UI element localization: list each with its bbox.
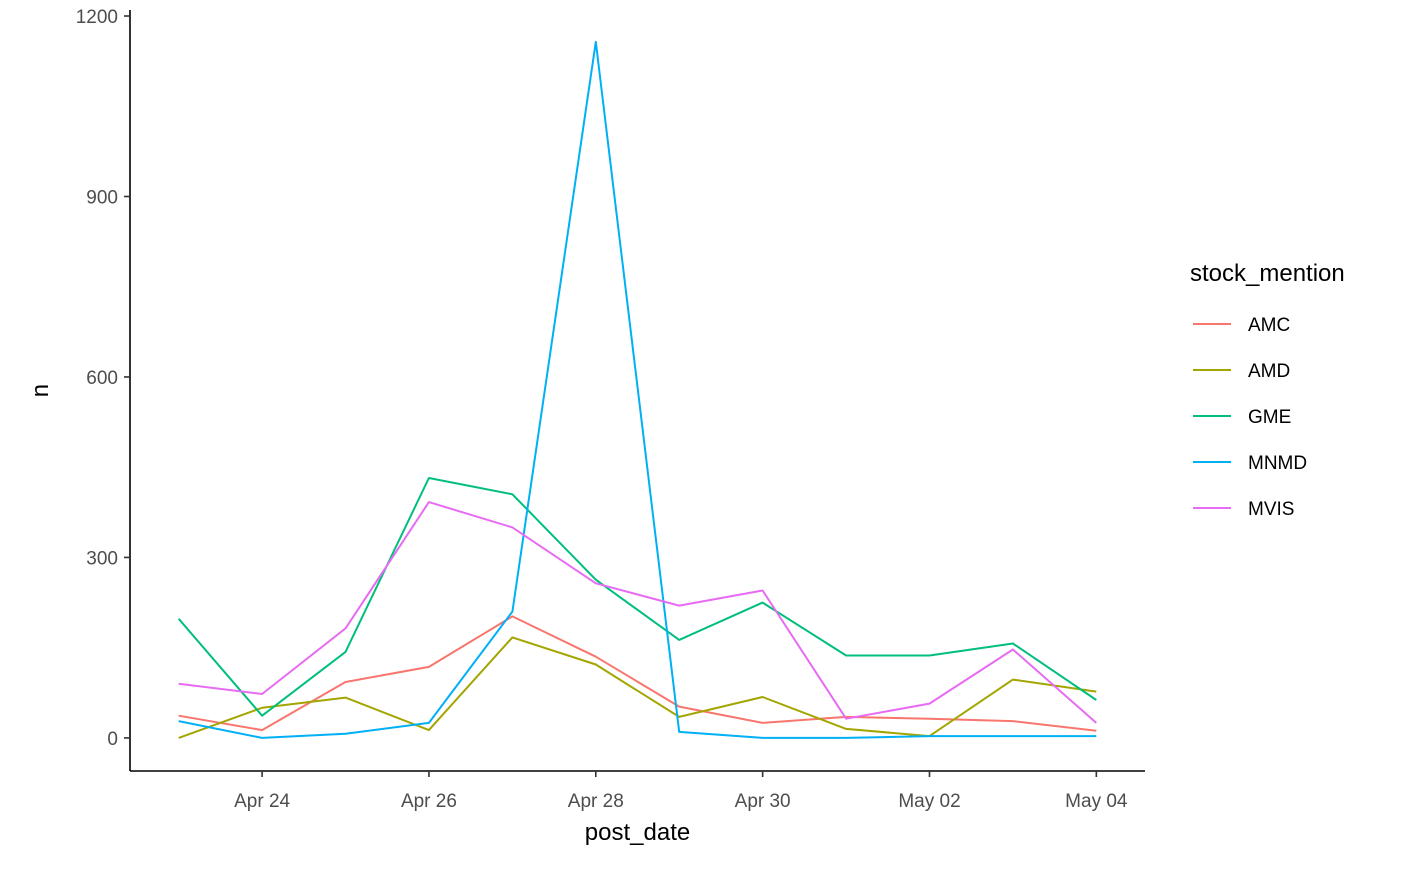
series-line-mvis [178, 501, 1097, 724]
legend-label: MVIS [1248, 499, 1294, 520]
x-tick-label: May 04 [1065, 791, 1128, 812]
series-line-mnmd [178, 40, 1097, 739]
legend-items: AMC AMD GME MNMD MVIS [1193, 315, 1307, 520]
y-tick-label: 0 [107, 729, 118, 750]
y-axis-ticks: 0 300 600 900 1200 [76, 7, 130, 750]
legend-label: AMD [1248, 361, 1290, 382]
legend: stock_mention AMC AMD GME MNMD MVIS [1190, 260, 1345, 520]
y-tick-label: 1200 [76, 7, 118, 28]
legend-title: stock_mention [1190, 260, 1345, 287]
x-axis-ticks: Apr 24 Apr 26 Apr 28 Apr 30 May 02 May 04 [234, 771, 1128, 812]
series-lines [177, 40, 1097, 739]
y-axis-title: n [27, 384, 54, 397]
x-tick-label: May 02 [898, 791, 960, 812]
legend-label: MNMD [1248, 453, 1307, 474]
series-line-amd [178, 636, 1097, 739]
x-tick-label: Apr 30 [735, 791, 791, 812]
y-tick-label: 900 [86, 187, 118, 208]
y-tick-label: 300 [86, 548, 118, 569]
axes [129, 10, 1145, 772]
legend-label: GME [1248, 407, 1291, 428]
x-tick-label: Apr 26 [401, 791, 457, 812]
x-tick-label: Apr 28 [568, 791, 624, 812]
y-tick-label: 600 [86, 368, 118, 389]
series-line-amc [178, 615, 1097, 732]
series-line-gme [177, 477, 1097, 717]
x-tick-label: Apr 24 [234, 791, 290, 812]
legend-label: AMC [1248, 315, 1290, 336]
x-axis-title: post_date [585, 819, 690, 846]
